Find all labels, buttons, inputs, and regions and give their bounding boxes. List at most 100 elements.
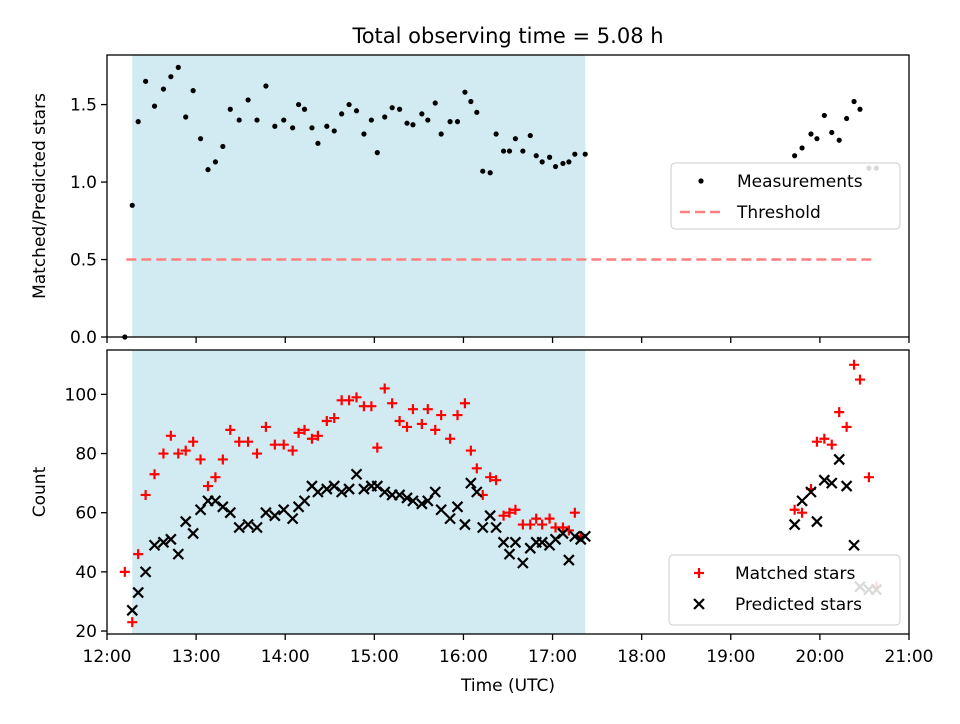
x-tick-label: 19:00 [706, 647, 755, 667]
matched-star-point [402, 421, 413, 432]
matched-star-point [140, 489, 151, 500]
measurement-point [396, 106, 403, 112]
predicted-star-point [459, 518, 471, 531]
predicted-star-point [242, 518, 254, 531]
matched-star-point [260, 421, 271, 432]
matched-star-point [269, 439, 280, 450]
matched-star-point [416, 418, 427, 429]
matched-star-point [491, 475, 502, 486]
predicted-star-point [579, 530, 592, 543]
matched-star-point [252, 448, 263, 459]
predicted-star-point [277, 503, 290, 516]
matched-star-point [834, 407, 845, 418]
measurement-point [462, 89, 468, 95]
predicted-star-point [312, 486, 324, 498]
x-tick-label: 21:00 [885, 647, 934, 667]
predicted-star-point [563, 554, 575, 566]
predicted-star-point [165, 533, 177, 546]
measurement-point [212, 159, 219, 165]
matched-star-point [379, 383, 390, 394]
predicted-star-point [796, 495, 808, 507]
measurement-point [295, 101, 302, 108]
observing-window-shade [132, 55, 586, 337]
predicted-star-point [298, 495, 311, 507]
measurement-point [572, 151, 578, 157]
matched-star-point [180, 445, 191, 456]
matched-star-point [407, 404, 418, 415]
measurement-point [309, 125, 315, 131]
matched-star-point [278, 439, 289, 450]
measurement-point [263, 83, 269, 89]
matched-star-point [299, 424, 310, 435]
predicted-star-point [476, 521, 489, 534]
x-tick-label: 15:00 [350, 647, 399, 667]
measurement-point [254, 117, 260, 123]
matched-star-point [557, 522, 568, 533]
legend-marker-matched [694, 568, 704, 578]
matched-star-point [127, 617, 138, 628]
predicted-star-point [350, 468, 363, 481]
matched-star-point [525, 519, 536, 530]
measurement-point [272, 123, 278, 129]
matched-star-point [243, 436, 254, 447]
matched-star-point [459, 398, 470, 409]
matched-star-point [133, 549, 144, 560]
measurement-point [520, 148, 526, 154]
predicted-star-point [818, 474, 831, 486]
y-tick-label: 100 [65, 385, 97, 405]
x-tick-label: 14:00 [261, 647, 310, 667]
predicted-star-point [321, 483, 333, 495]
legend-box [670, 162, 901, 230]
predicted-star-point [260, 506, 272, 519]
matched-star-point [372, 442, 383, 453]
predicted-star-point [825, 477, 838, 489]
predicted-star-point [503, 548, 516, 560]
y-tick-label: 1.5 [70, 96, 97, 116]
matched-star-point [471, 463, 482, 474]
predicted-star-point [848, 539, 860, 552]
matched-star-point [225, 424, 236, 435]
measurement-point [236, 117, 242, 123]
measurement-point [389, 105, 395, 111]
x-tick-label: 17:00 [528, 647, 577, 667]
matched-star-point [841, 421, 852, 432]
predicted-star-point [224, 506, 237, 519]
measurement-point [339, 111, 345, 117]
predicted-star-point [833, 453, 845, 466]
predicted-star-point [157, 536, 170, 549]
legend-label: Threshold [736, 203, 821, 223]
predicted-star-point [416, 498, 428, 510]
measurement-point [539, 159, 545, 165]
predicted-star-point [172, 548, 185, 560]
matched-star-point [436, 410, 447, 421]
measurement-point [814, 136, 820, 142]
matched-star-point [210, 472, 221, 483]
measurement-point [382, 114, 388, 120]
predicted-star-point [484, 509, 496, 522]
measurement-point [410, 122, 416, 128]
measurement-point [560, 160, 566, 167]
measurement-point [175, 64, 181, 70]
legend-box [668, 554, 901, 626]
measurement-point [808, 131, 814, 137]
matched-star-point [329, 413, 340, 424]
predicted-star-point [444, 512, 456, 525]
matched-star-point [465, 445, 476, 456]
matched-star-point [195, 454, 206, 465]
matched-star-point [202, 481, 213, 492]
matched-star-point [789, 504, 800, 515]
matched-star-point [422, 404, 433, 415]
measurement-point [493, 131, 499, 137]
matched-star-point [165, 430, 176, 441]
measurement-point [301, 106, 308, 112]
measurement-point [836, 137, 842, 143]
predicted-star-point [343, 483, 355, 495]
predicted-star-point [132, 586, 144, 599]
measurement-point [135, 119, 141, 125]
x-tick-label: 16:00 [439, 647, 488, 667]
matched-star-point [287, 445, 298, 456]
measurement-point [361, 131, 367, 137]
measurement-point [468, 98, 474, 105]
predicted-star-point [358, 483, 370, 495]
measurement-point [151, 103, 158, 109]
